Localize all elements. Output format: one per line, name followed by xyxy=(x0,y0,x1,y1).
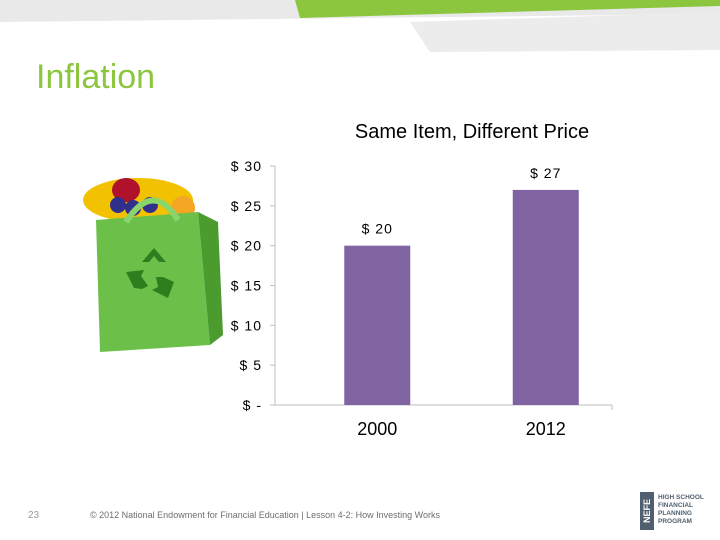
grocery-bag-icon xyxy=(83,178,223,352)
header-decoration xyxy=(0,0,720,52)
logo-line: PROGRAM xyxy=(658,518,692,525)
y-tick-label: $ 25 xyxy=(231,198,262,214)
slide-title: Inflation xyxy=(36,58,156,96)
y-tick-label: $ 15 xyxy=(231,278,262,294)
x-tick-label: 2000 xyxy=(357,419,397,439)
logo-line: PLANNING xyxy=(658,510,692,517)
y-tick-label: $ 30 xyxy=(231,158,262,174)
bar-data-label: $ 27 xyxy=(530,165,561,181)
x-tick-label: 2012 xyxy=(526,419,566,439)
logo-line: FINANCIAL xyxy=(658,502,694,509)
nefe-logo-mark: NEFE xyxy=(640,492,654,530)
footer-copyright: © 2012 National Endowment for Financial … xyxy=(90,510,440,520)
green-paper-strip xyxy=(295,0,720,18)
gray-paper-strip-right xyxy=(410,12,720,52)
y-tick-label: $ 20 xyxy=(231,238,262,254)
logo-line: HIGH SCHOOL xyxy=(658,494,704,501)
nefe-logo-text: HIGH SCHOOL FINANCIAL PLANNING PROGRAM xyxy=(658,494,718,526)
bar-data-label: $ 20 xyxy=(362,221,393,237)
page-number: 23 xyxy=(28,510,40,521)
y-tick-label: $ - xyxy=(243,397,262,413)
bar-2012 xyxy=(512,189,579,405)
y-tick-label: $ 5 xyxy=(240,357,262,373)
chart-title: Same Item, Different Price xyxy=(355,121,589,143)
y-tick-label: $ 10 xyxy=(231,317,262,333)
bar-2000 xyxy=(344,245,411,405)
